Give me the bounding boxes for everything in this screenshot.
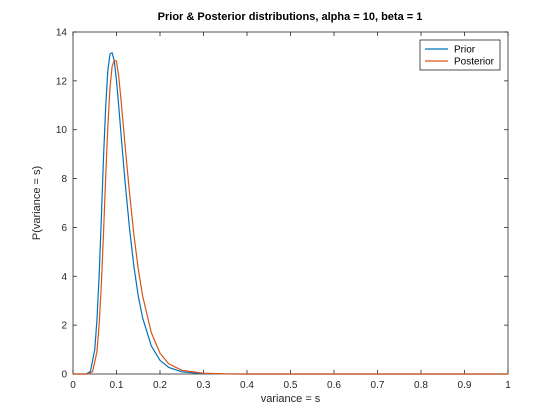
y-tick-label: 8 (61, 174, 67, 185)
y-tick-label: 6 (61, 223, 67, 234)
y-tick-label: 10 (56, 125, 68, 136)
y-tick-label: 12 (56, 76, 68, 87)
legend-label-posterior: Posterior (454, 57, 495, 68)
x-tick-label: 0.9 (458, 380, 472, 391)
x-axis-label: variance = s (261, 393, 321, 405)
x-tick-label: 0.5 (284, 380, 298, 391)
x-tick-label: 0.8 (414, 380, 428, 391)
x-tick-label: 0.4 (240, 380, 254, 391)
y-tick-label: 0 (61, 370, 67, 381)
y-tick-label: 2 (61, 321, 67, 332)
x-tick-label: 0.1 (110, 380, 124, 391)
legend-label-prior: Prior (454, 45, 476, 56)
axes-box (73, 32, 508, 374)
chart-title: Prior & Posterior distributions, alpha =… (158, 11, 423, 23)
x-tick-label: 1 (505, 380, 511, 391)
y-axis-label: P(variance = s) (31, 166, 43, 240)
y-tick-label: 4 (61, 272, 67, 283)
x-tick-label: 0.7 (371, 380, 385, 391)
x-tick-label: 0.6 (327, 380, 341, 391)
y-tick-label: 14 (56, 28, 68, 39)
plot-area: 0 0.1 0.2 0.3 0.4 0.5 0.6 0.7 0.8 0.9 1 0 2 4 6 8 10 12 1… (56, 28, 511, 392)
x-tick-label: 0.2 (153, 380, 167, 391)
x-tick-label: 0 (70, 380, 76, 391)
x-tick-label: 0.3 (197, 380, 211, 391)
